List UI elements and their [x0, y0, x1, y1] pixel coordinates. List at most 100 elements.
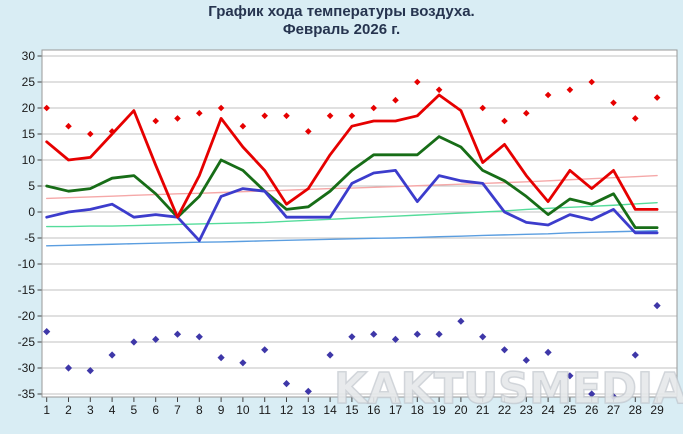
marker-record-max-dots — [87, 130, 94, 138]
marker-record-min-dots — [195, 333, 203, 341]
marker-record-min-dots — [413, 330, 421, 338]
marker-record-max-dots — [566, 86, 574, 94]
marker-record-min-dots — [566, 372, 574, 380]
marker-record-max-dots — [610, 99, 617, 107]
marker-record-min-dots — [479, 333, 487, 341]
marker-record-max-dots — [326, 112, 334, 120]
x-axis-label: 29 — [650, 403, 664, 417]
x-axis-label: 4 — [109, 403, 116, 417]
marker-record-max-dots — [370, 104, 377, 112]
y-axis-label: -30 — [18, 361, 36, 375]
marker-record-max-dots — [479, 104, 486, 112]
x-axis-label: 26 — [585, 403, 599, 417]
x-axis-label: 18 — [411, 403, 425, 417]
x-axis-label: 15 — [345, 403, 359, 417]
marker-record-min-dots — [64, 364, 73, 372]
marker-record-max-dots — [523, 109, 530, 117]
x-axis-label: 14 — [323, 403, 337, 417]
series-min-temperature-line — [45, 168, 659, 243]
marker-record-max-dots — [217, 104, 225, 112]
marker-record-min-dots — [348, 333, 356, 341]
x-axis-label: 13 — [302, 403, 316, 417]
x-axis-label: 12 — [280, 403, 294, 417]
marker-record-max-dots — [43, 104, 50, 112]
x-axis-label: 10 — [236, 403, 250, 417]
y-axis-label: 25 — [22, 75, 36, 89]
y-axis-label: -15 — [18, 283, 36, 297]
marker-record-min-dots — [370, 330, 378, 338]
marker-record-max-dots — [414, 78, 421, 86]
y-axis-label: 15 — [22, 127, 36, 141]
marker-record-min-dots — [261, 346, 269, 354]
marker-record-min-dots — [282, 380, 291, 388]
marker-record-min-dots — [653, 302, 661, 310]
series-norm-max-line — [46, 174, 658, 200]
x-axis-label: 7 — [174, 403, 181, 417]
x-axis-label: 24 — [541, 403, 555, 417]
y-axis-label: -5 — [24, 231, 35, 245]
marker-record-max-dots — [174, 115, 181, 122]
x-axis-label: 20 — [454, 403, 468, 417]
marker-record-min-dots — [304, 387, 312, 395]
marker-record-max-dots — [632, 115, 639, 122]
marker-record-max-dots — [108, 128, 116, 135]
y-axis-label: -20 — [18, 309, 36, 323]
plot-border — [41, 49, 678, 398]
x-axis-label: 25 — [563, 403, 577, 417]
marker-record-min-dots — [588, 390, 596, 398]
marker-record-min-dots — [108, 351, 116, 359]
marker-record-min-dots — [152, 335, 160, 343]
marker-record-min-dots — [631, 351, 639, 359]
marker-record-max-dots — [653, 94, 661, 101]
marker-record-min-dots — [239, 359, 247, 367]
marker-record-max-dots — [392, 96, 399, 104]
series-norm-min-line — [46, 230, 658, 247]
marker-record-min-dots — [43, 328, 51, 336]
marker-record-max-dots — [348, 112, 356, 120]
marker-record-min-dots — [217, 354, 225, 362]
marker-record-min-dots — [173, 330, 182, 338]
marker-record-max-dots — [261, 112, 268, 120]
marker-record-min-dots — [544, 348, 552, 356]
x-axis-label: 8 — [196, 403, 203, 417]
marker-record-min-dots — [391, 335, 400, 343]
x-axis-label: 19 — [432, 403, 446, 417]
marker-record-max-dots — [435, 86, 443, 94]
x-axis-label: 22 — [498, 403, 512, 417]
y-axis-label: -35 — [18, 387, 36, 401]
marker-record-min-dots — [435, 330, 443, 338]
y-axis-label: -10 — [18, 257, 36, 271]
marker-record-min-dots — [500, 346, 509, 354]
plot-area — [42, 50, 677, 397]
y-axis-label: 5 — [28, 179, 35, 193]
marker-record-max-dots — [544, 91, 552, 99]
x-axis-label: 11 — [258, 403, 271, 417]
series-mean-temperature-line — [45, 135, 659, 230]
marker-record-min-dots — [130, 338, 138, 346]
marker-record-max-dots — [239, 122, 247, 130]
x-axis-label: 1 — [43, 403, 50, 417]
y-axis-label: -25 — [18, 335, 36, 349]
marker-record-max-dots — [196, 109, 203, 117]
x-axis-label: 21 — [476, 403, 490, 417]
marker-record-max-dots — [152, 117, 159, 125]
marker-record-min-dots — [326, 351, 334, 359]
marker-record-min-dots — [522, 356, 530, 364]
marker-record-min-dots — [457, 317, 465, 325]
x-axis-label: 6 — [152, 403, 159, 417]
x-axis-label: 5 — [131, 403, 138, 417]
y-axis-label: 10 — [22, 153, 36, 167]
series-max-temperature-line — [45, 93, 659, 219]
x-axis-label: 23 — [520, 403, 534, 417]
y-axis-label: 30 — [22, 49, 36, 63]
y-axis-label: 0 — [28, 205, 35, 219]
marker-record-max-dots — [588, 78, 595, 86]
marker-record-min-dots — [86, 367, 94, 375]
x-axis-label: 28 — [629, 403, 643, 417]
marker-record-max-dots — [283, 112, 290, 120]
y-axis-label: 20 — [22, 101, 36, 115]
x-axis-label: 17 — [389, 403, 403, 417]
marker-record-max-dots — [65, 122, 72, 130]
